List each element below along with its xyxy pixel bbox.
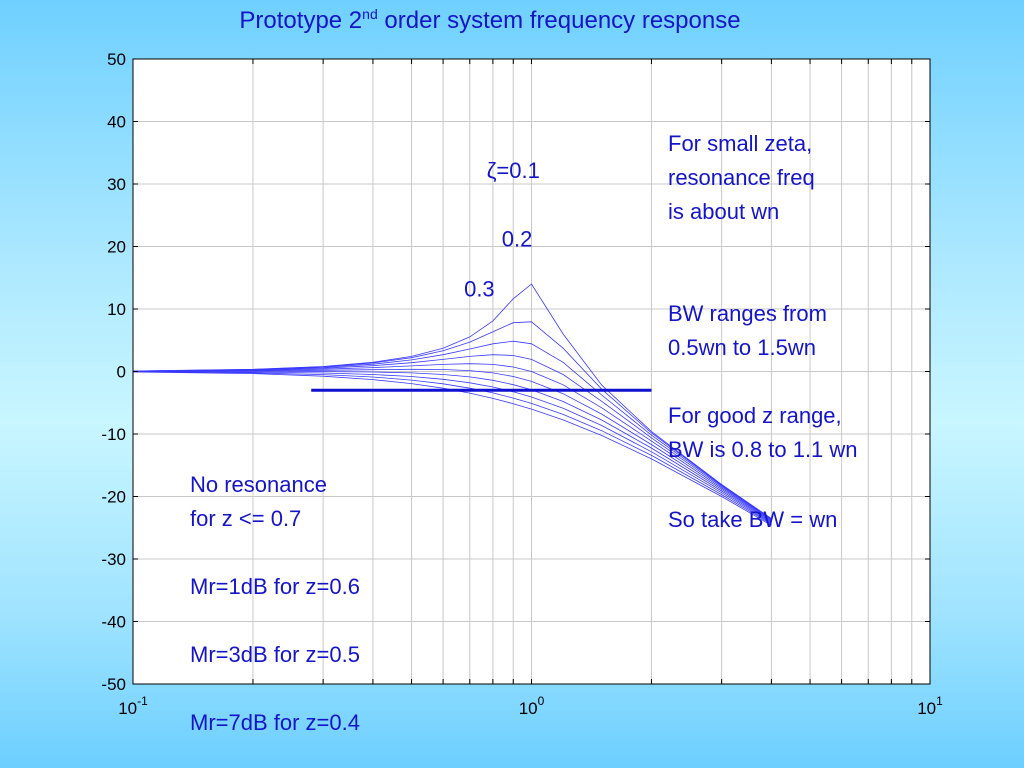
curve-label: 0.2 <box>502 227 533 252</box>
y-tick-label: -20 <box>101 488 126 507</box>
x-tick-base: 10 <box>118 699 137 718</box>
y-tick-label: 10 <box>107 300 126 319</box>
x-tick-base: 10 <box>917 699 936 718</box>
response-curve-zeta-0.4 <box>133 354 772 521</box>
response-curve-zeta-0.7 <box>133 371 772 523</box>
x-tick-exponent: -1 <box>137 694 148 708</box>
note-bw-range: BW ranges from 0.5wn to 1.5wn <box>668 301 827 360</box>
response-curve-zeta-0.2 <box>133 321 772 520</box>
y-tick-label: 40 <box>107 113 126 132</box>
response-curve-zeta-0.5 <box>133 363 772 521</box>
curves <box>133 283 772 526</box>
note-small-zeta-resonance: For small zeta, resonance freq is about … <box>668 131 815 224</box>
response-curve-zeta-0.1 <box>133 283 772 519</box>
y-tick-label: -40 <box>101 613 126 632</box>
x-tick-label: 101 <box>917 694 943 718</box>
note-mr-1db: Mr=1dB for z=0.6 <box>190 574 360 599</box>
note-mr-3db: Mr=3dB for z=0.5 <box>190 642 360 667</box>
y-tick-label: -50 <box>101 675 126 694</box>
response-curve-zeta-1 <box>133 371 772 526</box>
response-curve-zeta-0.9 <box>133 371 772 525</box>
note-good-z-range: For good z range, BW is 0.8 to 1.1 wn <box>668 403 858 462</box>
curve-label: 0.3 <box>464 277 495 302</box>
response-curve-zeta-0.8 <box>133 371 772 524</box>
y-tick-label: 0 <box>117 363 126 382</box>
x-tick-base: 10 <box>519 699 538 718</box>
x-tick-exponent: 1 <box>936 694 943 708</box>
y-tick-label: -10 <box>101 425 126 444</box>
curve-labels: ζ=0.1 0.2 0.3 <box>464 158 540 302</box>
response-curve-zeta-0.6 <box>133 368 772 522</box>
title-prefix: Prototype 2 <box>239 7 363 34</box>
y-tick-label: 20 <box>107 238 126 257</box>
y-tick-label: -30 <box>101 550 126 569</box>
note-take-bw-wn: So take BW = wn <box>668 507 838 532</box>
note-no-resonance: No resonance for z <= 0.7 <box>190 472 327 531</box>
note-mr-7db: Mr=7dB for z=0.4 <box>190 710 360 735</box>
y-tick-label: 30 <box>107 175 126 194</box>
response-curve-zeta-0.3 <box>133 340 772 520</box>
curve-label: ζ=0.1 <box>487 158 540 183</box>
title-superscript: nd <box>362 6 378 22</box>
x-tick-label: 10-1 <box>118 694 148 718</box>
x-tick-exponent: 0 <box>538 694 545 708</box>
x-tick-label: 100 <box>519 694 545 718</box>
title-suffix: order system frequency response <box>377 7 741 34</box>
chart-title: Prototype 2nd order system frequency res… <box>0 6 980 35</box>
y-tick-label: 50 <box>107 50 126 69</box>
